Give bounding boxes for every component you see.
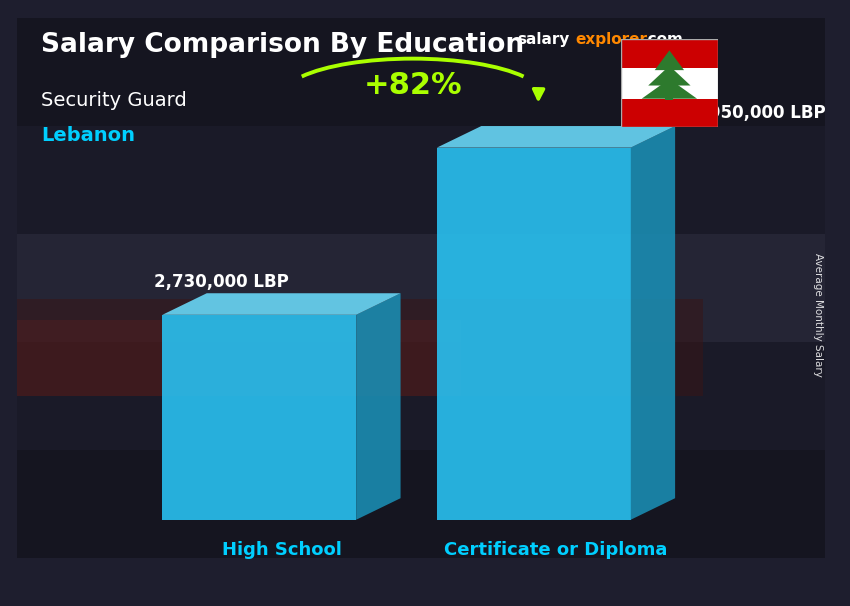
Polygon shape [437, 148, 631, 520]
Bar [17, 234, 824, 342]
Bar [620, 99, 718, 127]
Polygon shape [649, 65, 690, 85]
Bar [666, 88, 673, 99]
Text: High School: High School [222, 541, 342, 559]
Text: 2,730,000 LBP: 2,730,000 LBP [154, 273, 289, 290]
Polygon shape [642, 79, 697, 99]
Polygon shape [654, 50, 684, 70]
Text: 4,950,000 LBP: 4,950,000 LBP [691, 104, 826, 122]
Bar [17, 299, 703, 396]
Bar [17, 450, 824, 558]
Text: Salary Comparison By Education: Salary Comparison By Education [41, 32, 524, 58]
Text: Average Monthly Salary: Average Monthly Salary [813, 253, 823, 377]
Polygon shape [631, 126, 675, 520]
Text: Certificate or Diploma: Certificate or Diploma [445, 541, 668, 559]
Polygon shape [162, 293, 400, 315]
Bar [17, 320, 461, 396]
Bar [17, 342, 824, 450]
Text: explorer: explorer [575, 32, 648, 47]
Text: +82%: +82% [363, 71, 462, 100]
Polygon shape [356, 293, 400, 520]
Bar [620, 39, 718, 68]
Text: Security Guard: Security Guard [41, 91, 187, 110]
Polygon shape [437, 126, 675, 148]
Bar [17, 18, 824, 126]
Text: .com: .com [642, 32, 683, 47]
Text: Lebanon: Lebanon [41, 126, 135, 145]
Bar [17, 126, 824, 234]
Text: salary: salary [518, 32, 570, 47]
Bar [620, 68, 718, 99]
Polygon shape [162, 315, 356, 520]
